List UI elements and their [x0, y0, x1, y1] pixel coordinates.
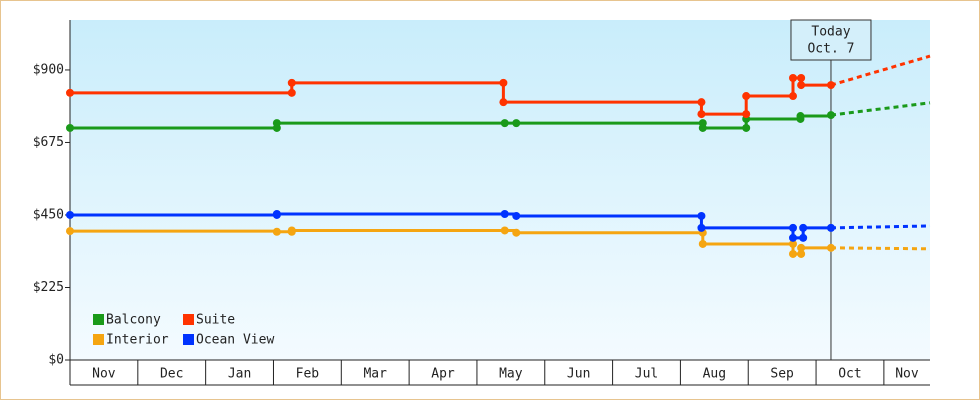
- point: [66, 88, 74, 97]
- point: [512, 211, 521, 220]
- x-tick-label: Feb: [296, 367, 320, 382]
- point: [697, 110, 706, 119]
- point: [826, 243, 835, 252]
- point: [697, 211, 706, 220]
- legend-label: Suite: [196, 313, 235, 328]
- x-tick-label: Nov: [895, 367, 919, 382]
- point: [788, 74, 797, 83]
- point: [788, 239, 797, 248]
- point: [287, 78, 296, 87]
- point: [500, 210, 509, 219]
- legend-label: Balcony: [106, 313, 161, 328]
- point: [66, 123, 74, 132]
- point: [797, 74, 806, 83]
- y-tick-label: $900: [33, 62, 64, 77]
- plot-area: [70, 20, 930, 360]
- point: [799, 233, 808, 242]
- point: [826, 111, 835, 120]
- x-tick-label: Oct: [838, 367, 861, 382]
- legend-swatch: [93, 314, 104, 325]
- point: [698, 239, 707, 248]
- x-tick-label: Sep: [770, 367, 794, 382]
- point: [512, 228, 521, 237]
- projection-line: [830, 101, 931, 117]
- point: [500, 119, 509, 128]
- point: [742, 110, 751, 119]
- x-tick-label: Dec: [160, 367, 183, 382]
- point: [512, 119, 521, 128]
- point: [797, 243, 806, 252]
- point: [287, 88, 296, 97]
- point: [826, 223, 835, 232]
- today-label: Oct. 7: [807, 42, 854, 57]
- today-box: [790, 19, 872, 61]
- point: [788, 92, 797, 101]
- point: [500, 226, 509, 235]
- point: [66, 210, 74, 219]
- x-tick-label: Mar: [363, 367, 387, 382]
- projection-line: [830, 54, 931, 87]
- x-tick-label: Nov: [92, 367, 116, 382]
- projection-line: [830, 246, 931, 251]
- y-tick-label: $450: [33, 207, 64, 222]
- point: [499, 98, 508, 107]
- legend-swatch: [183, 334, 194, 345]
- x-tick-label: Aug: [703, 367, 726, 382]
- point: [697, 223, 706, 232]
- x-tick-label: Jul: [635, 367, 658, 382]
- point: [742, 92, 751, 101]
- x-tick-label: May: [499, 367, 523, 382]
- point: [797, 249, 806, 258]
- legend-swatch: [183, 314, 194, 325]
- x-tick-label: Jun: [567, 367, 590, 382]
- legend-swatch: [93, 334, 104, 345]
- today-label: Today: [811, 25, 850, 40]
- point: [272, 210, 281, 219]
- point: [799, 223, 808, 232]
- point: [66, 227, 74, 236]
- legend-label: Ocean View: [196, 333, 274, 348]
- point: [796, 112, 805, 121]
- legend-label: Interior: [106, 333, 169, 348]
- point: [499, 78, 508, 87]
- point: [697, 98, 706, 107]
- point: [742, 123, 751, 132]
- point: [788, 233, 797, 242]
- y-tick-label: $675: [33, 135, 64, 150]
- y-tick-label: $0: [48, 353, 64, 368]
- y-tick-label: $225: [33, 280, 64, 295]
- point: [272, 119, 281, 128]
- point: [788, 249, 797, 258]
- x-tick-label: Apr: [431, 367, 455, 382]
- projection-line: [830, 224, 931, 230]
- point: [797, 81, 806, 90]
- point: [826, 81, 835, 90]
- point: [287, 226, 296, 235]
- point: [698, 123, 707, 132]
- point: [272, 227, 281, 236]
- point: [788, 223, 797, 232]
- x-tick-label: Jan: [228, 367, 251, 382]
